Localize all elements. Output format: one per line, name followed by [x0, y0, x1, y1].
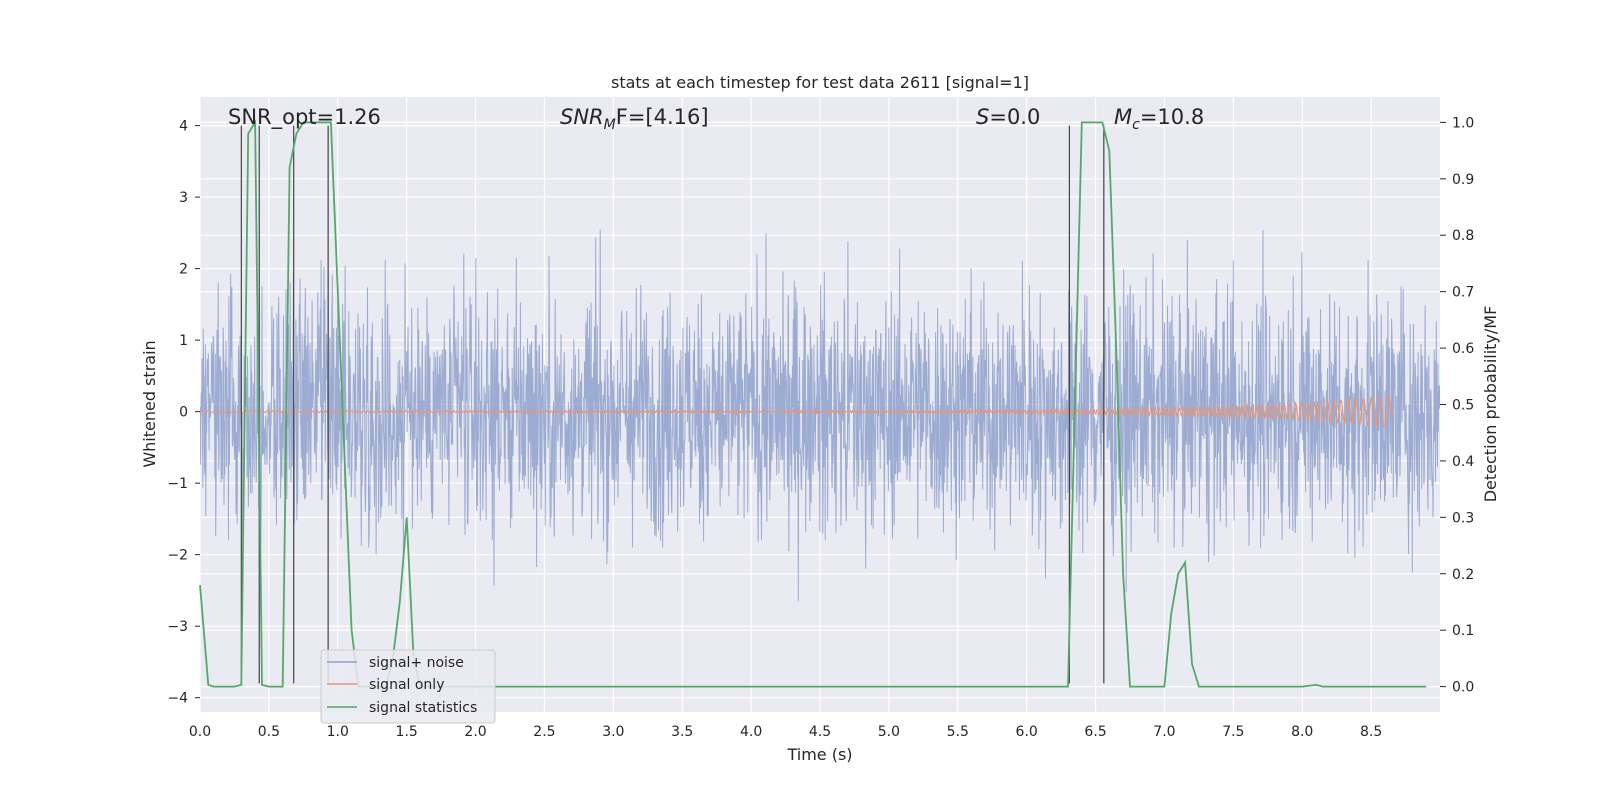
legend-label-noise: signal+ noise — [369, 655, 464, 671]
x-tick-label: 2.0 — [464, 724, 486, 740]
annotation-snr-opt: SNR_opt=1.26 — [228, 105, 381, 130]
y-right-tick-label: 0.0 — [1452, 680, 1474, 696]
y-right-tick-label: 0.9 — [1452, 172, 1474, 188]
y-right-tick-label: 0.3 — [1452, 510, 1474, 526]
x-tick-label: 0.0 — [189, 724, 211, 740]
legend-label-statistics: signal statistics — [369, 700, 477, 716]
signal-trace — [200, 393, 1393, 429]
y-left-tick-label: 4 — [179, 119, 188, 135]
annotation-snr-mf: SNRMF=[4.16] — [560, 105, 709, 133]
x-axis-label: Time (s) — [786, 745, 852, 764]
x-axis-ticks: 0.0 0.5 1.0 1.5 2.0 2.5 3.0 3.5 4.0 4.5 5.0 5.5 6.0 6… — [189, 724, 1382, 740]
signal-noise-series — [200, 229, 1440, 602]
annotation-s: S=0.0 — [976, 105, 1040, 129]
x-tick-label: 3.5 — [671, 724, 693, 740]
legend-box — [320, 649, 496, 724]
legend-label-signal: signal only — [369, 677, 444, 693]
noise-trace — [200, 229, 1440, 602]
y-axis-left-label: Whitened strain — [140, 340, 159, 467]
y-left-tick-label: 2 — [179, 262, 188, 278]
x-tick-label: 0.5 — [258, 724, 280, 740]
y-right-tick-label: 0.1 — [1452, 623, 1474, 639]
x-tick-label: 6.5 — [1084, 724, 1106, 740]
y-left-tick-label: −2 — [167, 548, 188, 564]
y-axis-left-ticks: 4 3 2 1 0 −1 −2 −3 −4 — [167, 119, 200, 707]
x-tick-label: 4.5 — [809, 724, 831, 740]
y-left-tick-label: 1 — [179, 333, 188, 349]
x-tick-label: 5.0 — [878, 724, 900, 740]
x-tick-label: 1.0 — [327, 724, 349, 740]
y-right-tick-label: 0.2 — [1452, 567, 1474, 583]
annotation-mc: Mc=10.8 — [1114, 105, 1204, 133]
x-tick-label: 4.0 — [740, 724, 762, 740]
y-left-tick-label: 0 — [179, 405, 188, 421]
x-tick-label: 3.0 — [602, 724, 624, 740]
y-left-tick-label: 3 — [179, 190, 188, 206]
y-axis-right-ticks: 1.0 0.9 0.8 0.7 0.6 0.5 0.4 0.3 0.2 0.1 0.0 — [1440, 115, 1474, 696]
y-left-tick-label: −1 — [167, 476, 188, 492]
signal-only-series — [200, 393, 1393, 429]
x-tick-label: 5.5 — [947, 724, 969, 740]
x-tick-label: 8.5 — [1360, 724, 1382, 740]
y-left-tick-label: −3 — [167, 619, 188, 635]
x-tick-label: 7.0 — [1153, 724, 1175, 740]
x-tick-label: 8.0 — [1291, 724, 1313, 740]
y-right-tick-label: 0.7 — [1452, 285, 1474, 301]
chart-title: stats at each timestep for test data 261… — [611, 73, 1029, 92]
y-right-tick-label: 0.4 — [1452, 454, 1474, 470]
x-tick-label: 1.5 — [396, 724, 418, 740]
legend: signal+ noise signal only signal statist… — [320, 649, 496, 724]
y-left-tick-label: −4 — [167, 691, 188, 707]
y-right-tick-label: 1.0 — [1452, 115, 1474, 131]
y-axis-right-label: Detection probability/MF — [1481, 306, 1500, 503]
y-right-tick-label: 0.5 — [1452, 398, 1474, 414]
y-right-tick-label: 0.6 — [1452, 341, 1474, 357]
x-tick-label: 6.0 — [1016, 724, 1038, 740]
x-tick-label: 7.5 — [1222, 724, 1244, 740]
y-right-tick-label: 0.8 — [1452, 228, 1474, 244]
x-tick-label: 2.5 — [533, 724, 555, 740]
